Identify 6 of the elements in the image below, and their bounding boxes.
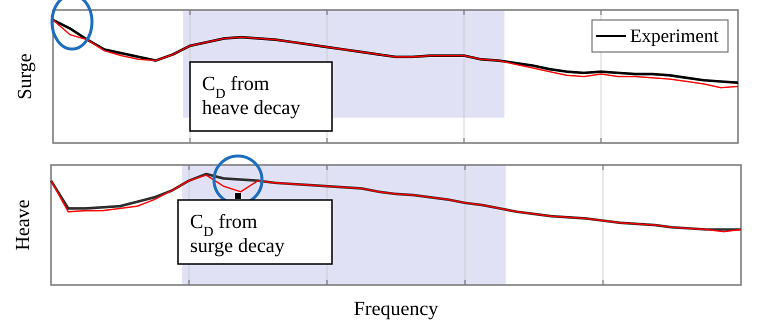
y-axis-title: Surge [14, 53, 36, 100]
legend-label: Experiment [630, 26, 720, 47]
y-axis-title: Heave [12, 199, 34, 251]
annotation: C$_{D}$ from heave decay [202, 73, 300, 119]
x-axis-title: Frequency [354, 298, 438, 320]
annotation: C$_{D}$ from surge decay [190, 211, 285, 257]
